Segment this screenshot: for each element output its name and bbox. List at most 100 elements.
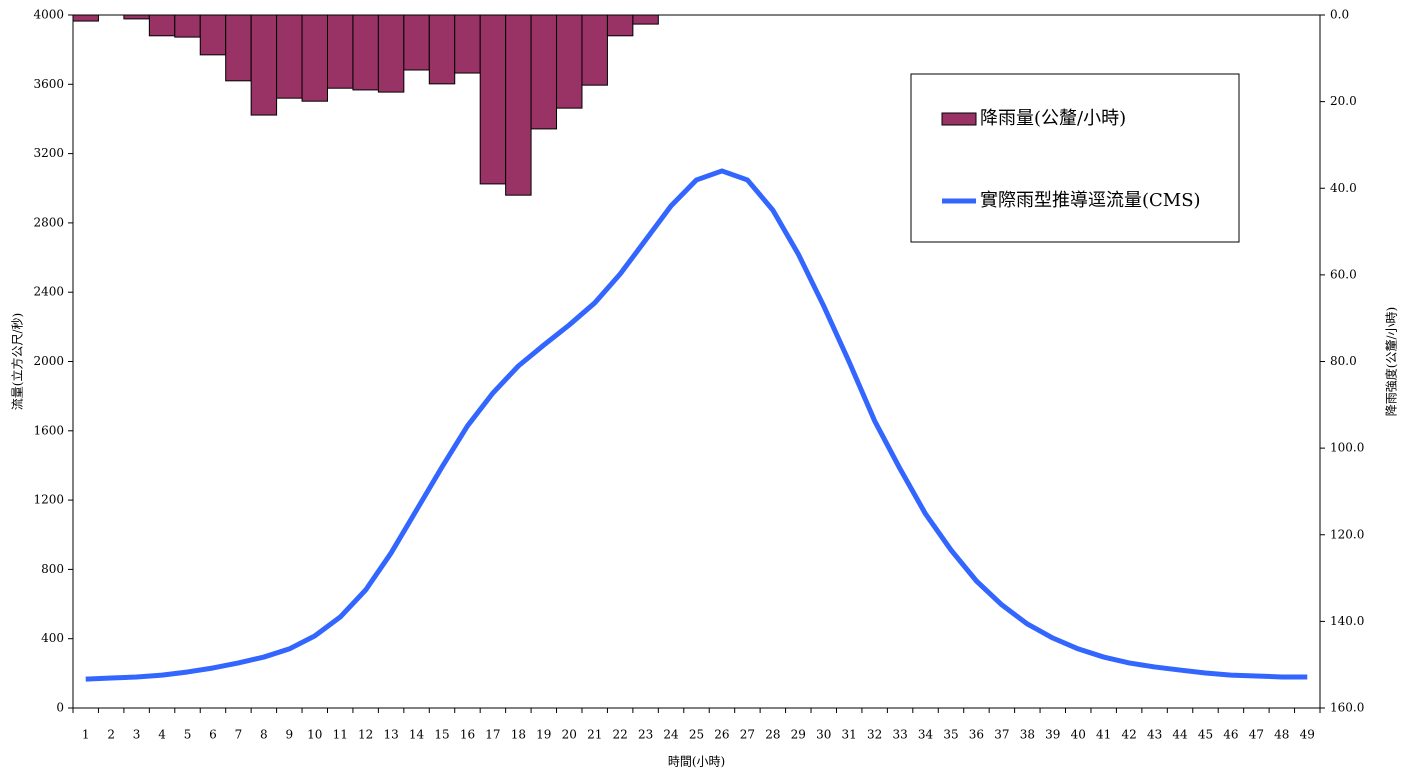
y2-tick-label: 0.0	[1330, 8, 1349, 22]
legend-swatch	[941, 112, 977, 126]
x-tick-label: 27	[740, 728, 755, 742]
x-tick-label: 9	[285, 728, 293, 742]
rain-bar	[326, 14, 354, 89]
x-tick-label: 7	[235, 728, 243, 742]
rain-bar	[148, 14, 176, 37]
x-axis-label: 時間(小時)	[668, 755, 725, 769]
x-tick-label: 44	[1172, 728, 1188, 742]
x-tick-label: 29	[791, 728, 806, 742]
x-tick-label: 46	[1223, 728, 1238, 742]
rain-bar	[174, 14, 201, 38]
y2-tick-label: 140.0	[1330, 614, 1364, 628]
x-tick-label: 4	[158, 728, 166, 742]
x-tick-label: 22	[613, 728, 628, 742]
rain-bar	[352, 14, 379, 91]
x-tick-label: 40	[1071, 728, 1086, 742]
x-tick-label: 11	[333, 728, 348, 742]
x-tick-label: 35	[943, 728, 958, 742]
x-tick-label: 20	[562, 728, 577, 742]
legend-label: 實際雨型推導逕流量(CMS)	[980, 190, 1201, 211]
x-tick-label: 31	[842, 728, 857, 742]
x-tick-label: 14	[409, 728, 425, 742]
y-tick-label: 2400	[33, 285, 64, 299]
x-tick-label: 26	[714, 728, 729, 742]
x-tick-label: 5	[184, 728, 192, 742]
rain-bar	[530, 14, 558, 130]
x-tick-label: 21	[587, 728, 602, 742]
x-tick-label: 15	[434, 728, 449, 742]
x-tick-label: 39	[1045, 728, 1060, 742]
x-tick-label: 38	[1020, 728, 1035, 742]
x-tick-label: 41	[1096, 728, 1111, 742]
y2-tick-label: 100.0	[1330, 441, 1364, 455]
x-tick-label: 23	[638, 728, 653, 742]
x-tick-label: 48	[1274, 728, 1289, 742]
x-tick-label: 18	[511, 728, 526, 742]
x-tick-label: 37	[994, 728, 1009, 742]
x-tick-label: 24	[663, 728, 679, 742]
x-tick-label: 25	[689, 728, 704, 742]
rain-bar	[199, 14, 227, 56]
x-tick-label: 17	[485, 728, 500, 742]
rain-bar	[556, 14, 583, 109]
rain-bar	[581, 14, 608, 86]
x-tick-label: 16	[460, 728, 475, 742]
y2-tick-label: 60.0	[1330, 267, 1357, 281]
x-tick-label: 45	[1198, 728, 1213, 742]
y2-axis-label: 降雨強度(公釐/小時)	[1384, 307, 1399, 416]
x-tick-label: 28	[765, 728, 780, 742]
x-tick-label: 47	[1249, 728, 1264, 742]
y2-tick-label: 80.0	[1330, 354, 1357, 368]
x-tick-label: 13	[383, 728, 398, 742]
rain-bar	[428, 14, 456, 85]
y-tick-label: 4000	[33, 8, 64, 22]
rain-bar	[606, 14, 634, 37]
rain-bar	[403, 14, 430, 71]
x-tick-label: 42	[1121, 728, 1136, 742]
rain-bar	[479, 14, 507, 185]
x-tick-label: 36	[969, 728, 984, 742]
rain-bar	[301, 14, 328, 102]
x-tick-label: 32	[867, 728, 882, 742]
y2-tick-label: 160.0	[1330, 701, 1364, 715]
y-tick-label: 0	[56, 701, 64, 715]
y-tick-label: 400	[41, 631, 64, 645]
rain-bar	[505, 14, 532, 196]
y2-tick-label: 20.0	[1330, 94, 1357, 108]
rain-bar	[454, 14, 481, 74]
y2-tick-label: 120.0	[1330, 527, 1364, 541]
rain-bar	[225, 14, 252, 82]
x-tick-label: 43	[1147, 728, 1162, 742]
x-tick-label: 1	[82, 728, 90, 742]
rain-bar	[632, 14, 659, 25]
x-tick-label: 2	[107, 728, 115, 742]
y-axis-label: 流量(立方公尺/秒)	[10, 313, 25, 410]
y2-tick-label: 40.0	[1330, 181, 1357, 195]
y-tick-label: 1200	[33, 493, 64, 507]
x-tick-label: 10	[307, 728, 322, 742]
rain-bar	[72, 14, 99, 22]
legend-box	[910, 73, 1240, 243]
y-tick-label: 2800	[33, 215, 64, 229]
rain-bar	[276, 14, 303, 99]
x-tick-label: 12	[358, 728, 373, 742]
y-tick-label: 2000	[33, 354, 64, 368]
y-tick-label: 3600	[33, 77, 64, 91]
x-tick-label: 6	[209, 728, 217, 742]
x-tick-label: 8	[260, 728, 268, 742]
rain-bar	[250, 14, 278, 116]
x-tick-label: 19	[536, 728, 551, 742]
rain-bar	[123, 14, 150, 20]
x-tick-label: 3	[133, 728, 141, 742]
x-tick-label: 33	[892, 728, 907, 742]
x-tick-label: 49	[1300, 728, 1315, 742]
legend-label: 降雨量(公釐/小時)	[980, 108, 1126, 129]
flow-line	[85, 168, 1308, 682]
x-tick-label: 30	[816, 728, 831, 742]
y-tick-label: 1600	[33, 423, 64, 437]
rain-bar	[377, 14, 405, 93]
y-tick-label: 800	[41, 562, 64, 576]
y-tick-label: 3200	[33, 146, 64, 160]
